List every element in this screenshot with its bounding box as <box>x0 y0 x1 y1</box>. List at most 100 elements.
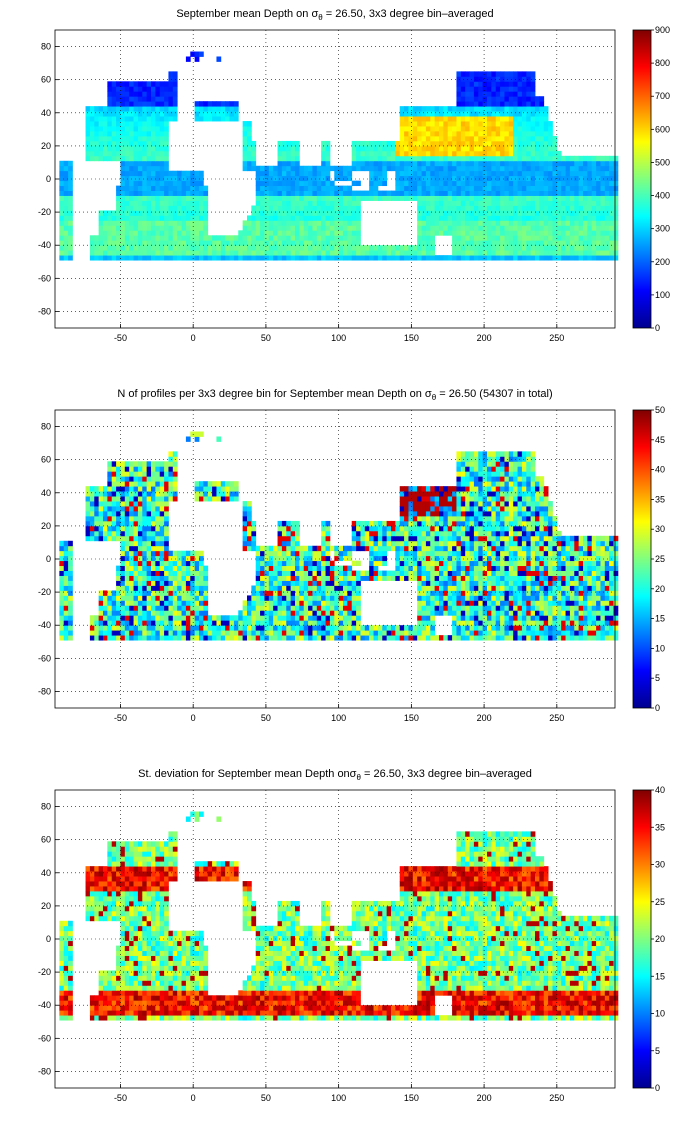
heat-cell <box>548 600 553 606</box>
heat-cell <box>517 175 523 182</box>
heat-cell <box>447 550 453 557</box>
heat-cell <box>591 625 597 631</box>
heat-cell <box>565 210 571 216</box>
heat-cell <box>465 175 470 182</box>
heat-cell <box>264 210 270 216</box>
heat-cell <box>281 230 287 236</box>
heat-cell <box>273 600 278 606</box>
heat-cell <box>190 550 196 557</box>
heat-cell <box>513 255 518 261</box>
heat-cell <box>491 155 497 162</box>
heat-cell <box>482 190 488 196</box>
heat-cell <box>338 190 344 196</box>
heat-cell <box>159 96 165 102</box>
heat-cell <box>412 245 418 251</box>
heat-cell <box>142 175 148 182</box>
heat-cell <box>439 220 444 226</box>
heat-cell <box>408 565 414 571</box>
heat-cell <box>495 140 501 147</box>
heat-cell <box>347 575 353 581</box>
heat-cell <box>548 205 553 211</box>
heat-cell <box>85 155 91 162</box>
heat-cell <box>596 575 601 581</box>
heat-cell <box>255 200 261 206</box>
heat-cell <box>316 245 322 251</box>
heat-cell <box>273 610 278 616</box>
heat-cell <box>578 215 584 221</box>
heat-cell <box>535 170 540 177</box>
heat-cell <box>456 111 462 117</box>
heat-cell <box>556 625 562 631</box>
heat-cell <box>142 590 148 596</box>
heat-cell <box>530 190 536 196</box>
heat-cell <box>391 575 396 581</box>
heat-cell <box>508 620 514 626</box>
heat-cell <box>500 240 505 246</box>
heat-cell <box>351 250 357 256</box>
heat-cell <box>299 185 305 191</box>
heat-cell <box>465 255 470 261</box>
heat-cell <box>107 235 113 241</box>
heat-cell <box>587 230 593 236</box>
heat-cell <box>203 205 209 211</box>
heat-cell <box>473 240 479 246</box>
heat-cell <box>574 170 580 177</box>
heat-cell <box>98 145 104 152</box>
heat-cell <box>212 615 217 621</box>
heat-cell <box>508 86 514 92</box>
heat-cell <box>59 635 65 641</box>
heat-cell <box>212 630 217 636</box>
heat-cell <box>500 605 505 611</box>
heat-cell <box>596 550 601 557</box>
heat-cell <box>260 245 265 251</box>
heat-cell <box>604 190 610 196</box>
heat-cell <box>430 625 436 631</box>
heat-cell <box>151 605 156 611</box>
heat-cell <box>103 116 108 122</box>
heat-cell <box>495 190 501 196</box>
heat-cell <box>521 76 527 82</box>
heat-cell <box>430 106 436 112</box>
heat-cell <box>473 130 479 137</box>
heat-cell <box>434 560 440 567</box>
heat-cell <box>286 580 292 586</box>
heat-cell <box>482 595 488 601</box>
heat-cell <box>583 620 588 626</box>
heat-cell <box>452 220 457 226</box>
heat-cell <box>172 106 178 112</box>
heat-cell <box>478 235 484 241</box>
heat-cell <box>487 180 492 187</box>
heat-cell <box>430 135 436 142</box>
heat-cell <box>548 225 553 231</box>
heat-cell <box>168 635 174 641</box>
heat-cell <box>273 620 278 626</box>
heat-cell <box>460 106 466 112</box>
heat-cell <box>430 195 436 201</box>
heat-cell <box>548 140 553 147</box>
heat-cell <box>151 175 156 182</box>
heat-cell <box>116 185 121 191</box>
heat-cell <box>487 140 492 147</box>
heat-cell <box>103 126 108 132</box>
heat-cell <box>412 195 418 201</box>
heat-cell <box>129 160 134 167</box>
heat-cell <box>120 190 126 196</box>
heat-cell <box>487 145 492 152</box>
heat-cell <box>351 605 357 611</box>
heat-cell <box>94 150 100 157</box>
heat-cell <box>303 570 309 576</box>
heat-cell <box>103 130 108 137</box>
heat-cell <box>281 630 287 636</box>
heat-cell <box>281 160 287 167</box>
heat-cell <box>508 140 514 147</box>
heat-cell <box>290 605 296 611</box>
colorbar-tick-label: 0 <box>655 323 660 333</box>
heat-cell <box>133 620 139 626</box>
heat-cell <box>129 145 134 152</box>
heat-cell <box>59 250 65 256</box>
heat-cell <box>181 565 187 571</box>
heat-cell <box>561 165 566 172</box>
heat-cell <box>343 615 348 621</box>
heat-cell <box>316 590 322 596</box>
heat-cell <box>539 240 545 246</box>
